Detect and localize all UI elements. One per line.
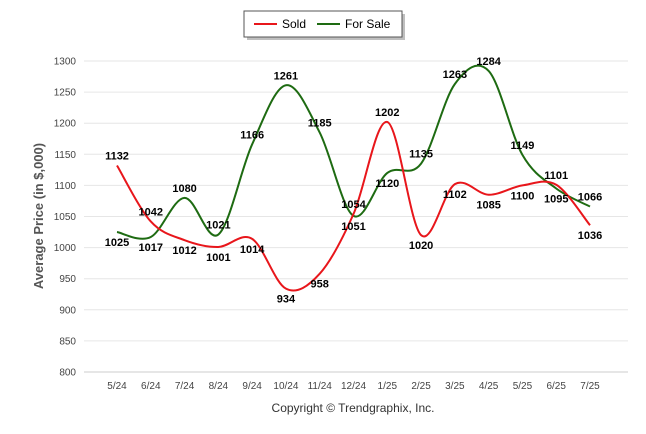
y-axis-title: Average Price (in $,000) bbox=[31, 143, 46, 289]
x-tick-label: 5/25 bbox=[513, 381, 533, 392]
legend: Sold For Sale bbox=[243, 10, 405, 40]
y-axis: 800 850 900 950 1000 1050 1100 1150 1200 1250 1300 bbox=[54, 57, 77, 379]
data-label-sold: 1042 bbox=[139, 206, 163, 218]
data-label-sold: 1100 bbox=[510, 190, 534, 202]
y-tick-label: 1000 bbox=[54, 243, 77, 254]
data-label-for-sale: 1066 bbox=[578, 192, 602, 204]
x-tick-label: 5/24 bbox=[107, 381, 127, 392]
x-tick-label: 2/25 bbox=[411, 381, 431, 392]
x-tick-label: 11/24 bbox=[308, 381, 333, 392]
data-label-sold: 1036 bbox=[578, 230, 602, 242]
data-label-sold: 1012 bbox=[172, 245, 196, 257]
data-label-for-sale: 1025 bbox=[105, 237, 129, 249]
y-tick-label: 1300 bbox=[54, 57, 77, 68]
y-tick-label: 1200 bbox=[54, 119, 77, 130]
copyright-text: Copyright © Trendgraphix, Inc. bbox=[272, 401, 435, 415]
data-label-for-sale: 1017 bbox=[139, 242, 163, 254]
data-label-for-sale: 1166 bbox=[240, 129, 264, 141]
data-label-for-sale: 1185 bbox=[308, 118, 332, 130]
legend-label-for-sale: For Sale bbox=[345, 17, 391, 31]
data-label-for-sale: 1080 bbox=[172, 183, 196, 195]
data-label-sold: 1102 bbox=[443, 189, 467, 201]
series-lines bbox=[116, 64, 591, 292]
y-tick-label: 900 bbox=[59, 305, 76, 316]
data-label-for-sale: 1051 bbox=[341, 221, 365, 233]
data-label-sold: 1085 bbox=[476, 200, 500, 212]
data-label-for-sale: 1261 bbox=[274, 70, 298, 82]
x-tick-label: 6/24 bbox=[141, 381, 161, 392]
data-label-for-sale: 1135 bbox=[409, 149, 433, 161]
data-label-for-sale: 1263 bbox=[443, 69, 467, 81]
x-tick-label: 7/24 bbox=[175, 381, 195, 392]
y-tick-label: 800 bbox=[59, 368, 76, 379]
data-labels: 1132 1042 1012 1001 1014 934 958 1054 1202 1020 11… bbox=[105, 56, 602, 306]
y-tick-label: 1150 bbox=[54, 150, 76, 161]
y-tick-label: 1050 bbox=[54, 212, 77, 223]
y-tick-label: 1100 bbox=[54, 181, 76, 192]
y-tick-label: 850 bbox=[59, 336, 76, 347]
y-tick-label: 950 bbox=[59, 274, 76, 285]
x-tick-label: 3/25 bbox=[445, 381, 465, 392]
data-label-for-sale: 1021 bbox=[206, 220, 230, 232]
data-label-for-sale: 1284 bbox=[476, 56, 501, 68]
y-tick-label: 1250 bbox=[54, 88, 77, 99]
data-label-sold: 1001 bbox=[206, 252, 230, 264]
x-tick-label: 7/25 bbox=[580, 381, 600, 392]
data-label-sold: 1020 bbox=[409, 240, 433, 252]
x-tick-label: 8/24 bbox=[209, 381, 229, 392]
x-axis: 5/24 6/24 7/24 8/24 9/24 10/24 11/24 12/24 1/25 2… bbox=[84, 371, 628, 392]
data-label-sold: 1014 bbox=[240, 244, 265, 256]
x-tick-label: 1/25 bbox=[378, 381, 398, 392]
data-label-sold: 958 bbox=[311, 279, 329, 291]
data-label-sold: 934 bbox=[277, 294, 296, 306]
x-tick-label: 6/25 bbox=[546, 381, 566, 392]
data-label-sold: 1132 bbox=[105, 150, 129, 162]
series-line-sold bbox=[116, 120, 591, 292]
data-label-for-sale: 1120 bbox=[375, 178, 399, 190]
data-label-for-sale: 1095 bbox=[544, 194, 568, 206]
legend-label-sold: Sold bbox=[282, 17, 306, 31]
data-label-sold: 1101 bbox=[544, 170, 568, 182]
data-label-sold: 1202 bbox=[375, 107, 399, 119]
x-tick-label: 4/25 bbox=[479, 381, 499, 392]
x-tick-label: 10/24 bbox=[273, 381, 298, 392]
x-tick-label: 9/24 bbox=[242, 381, 262, 392]
data-label-sold: 1054 bbox=[341, 199, 366, 211]
data-label-for-sale: 1149 bbox=[510, 140, 534, 152]
x-tick-label: 12/24 bbox=[341, 381, 366, 392]
